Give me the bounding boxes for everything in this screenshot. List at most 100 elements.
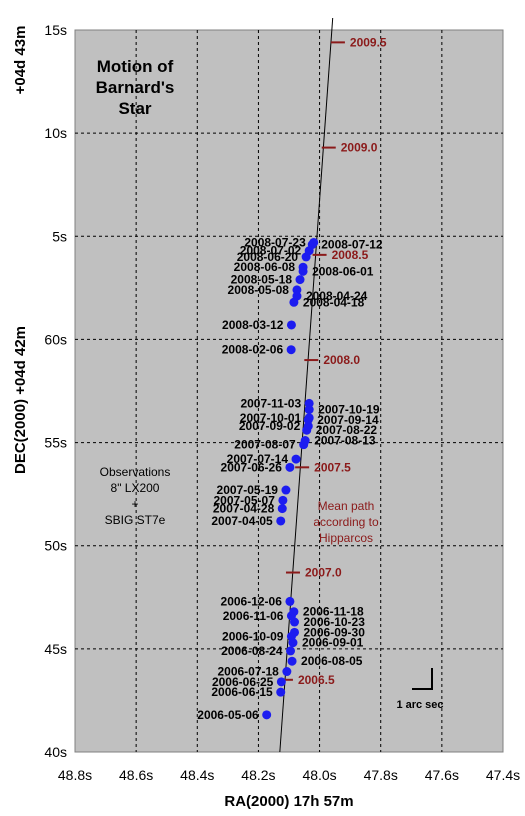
- observation-date-label: 2006-08-24: [221, 644, 283, 658]
- observation-point: [292, 291, 302, 301]
- obs-note-line-1: Observations: [100, 465, 171, 479]
- observation-point: [278, 495, 288, 505]
- observation-point: [304, 413, 314, 423]
- observation-date-label: 2006-11-06: [223, 609, 284, 623]
- epoch-label: 2008.0: [323, 353, 360, 367]
- observation-date-label: 2008-04-24: [306, 289, 368, 303]
- observation-date-label: 2008-04-18: [303, 295, 365, 309]
- observation-date-label: 2006-11-18: [303, 605, 364, 619]
- observation-date-label: 2008-07-23: [244, 235, 306, 249]
- x-tick-label: 48.4s: [180, 767, 214, 783]
- observation-date-label: 2008-06-08: [234, 260, 296, 274]
- y-tick-label: 60s: [44, 331, 67, 347]
- observation-date-label: 2007-05-07: [213, 493, 275, 507]
- observation-point: [285, 462, 295, 472]
- observation-date-label: 2006-10-09: [222, 629, 284, 643]
- scale-bar-icon: [412, 668, 433, 690]
- observation-date-label: 2006-06-25: [212, 675, 274, 689]
- epoch-label: 2007.0: [305, 566, 342, 580]
- observation-point: [304, 405, 314, 415]
- observation-date-label: 2007-04-05: [211, 514, 273, 528]
- observation-date-label: 2007-08-13: [314, 434, 376, 448]
- epoch-label: 2008.5: [332, 248, 369, 262]
- x-tick-label: 48.6s: [119, 767, 153, 783]
- observation-date-label: 2006-10-23: [304, 615, 366, 629]
- observation-date-label: 2007-10-01: [240, 411, 302, 425]
- observation-point: [298, 262, 308, 272]
- hipparcos-path: [279, 17, 334, 753]
- observation-point: [300, 436, 310, 446]
- observation-date-label: 2007-11-03: [240, 396, 301, 410]
- observation-date-label: 2006-07-18: [217, 665, 279, 679]
- y-tick-label: 5s: [52, 228, 67, 244]
- y-tick-label: 50s: [44, 538, 67, 554]
- observation-date-label: 2006-05-06: [197, 708, 259, 722]
- observation-labels: 2006-05-06 2006-06-152006-06-252006-07-18…: [197, 235, 383, 721]
- observation-date-label: 2007-05-19: [217, 483, 279, 497]
- grid-lines: [75, 30, 503, 752]
- observation-point: [286, 631, 296, 641]
- observation-point: [286, 320, 296, 330]
- observation-date-label: 2008-05-08: [228, 283, 290, 297]
- observation-point: [282, 667, 292, 677]
- epoch-label: 2009.0: [341, 141, 378, 155]
- observation-date-label: 2008-05-18: [231, 273, 293, 287]
- path-note-line-2: according to: [313, 515, 379, 529]
- y-axis-label: DEC(2000) +04d 42m: [12, 326, 29, 474]
- obs-note-line-3: +: [131, 497, 138, 511]
- observation-point: [292, 285, 302, 295]
- title-line-3: Star: [118, 99, 151, 118]
- x-tick-label: 48.2s: [241, 767, 275, 783]
- observation-point: [289, 607, 299, 617]
- hipparcos-note: Mean path according to Hipparcos: [313, 499, 379, 545]
- observation-date-label: 2007-09-14: [317, 413, 379, 427]
- plot-area: [74, 29, 504, 753]
- observation-date-label: 2006-12-06: [221, 594, 283, 608]
- y-top-label: +04d 43m: [12, 26, 29, 95]
- observation-date-label: 2008-03-12: [222, 318, 284, 332]
- path-note-line-1: Mean path: [318, 499, 375, 513]
- observation-point: [286, 345, 296, 355]
- scale-bar: 1 arc sec: [396, 668, 444, 711]
- y-tick-label: 55s: [44, 435, 67, 451]
- observation-date-label: 2006-09-01: [302, 636, 364, 650]
- epoch-label: 2007.5: [314, 460, 351, 474]
- x-tick-label: 47.4s: [486, 767, 520, 783]
- y-tick-label: 40s: [44, 744, 67, 760]
- observation-point: [303, 421, 313, 431]
- observation-date-label: 2008-06-01: [312, 264, 374, 278]
- observation-point: [285, 596, 295, 606]
- observation-date-label: 2006-08-05: [301, 654, 363, 668]
- y-tick-labels: 40s 45s 50s 55s 60s 5s 10s 15s: [44, 22, 67, 760]
- x-tick-label: 48.0s: [302, 767, 336, 783]
- x-tick-label: 48.8s: [58, 767, 92, 783]
- observation-point: [276, 516, 286, 526]
- x-tick-labels: 48.8s 48.6s 48.4s 48.2s 48.0s 47.8s 47.6s 47.4s: [58, 767, 520, 783]
- observation-date-label: 2007-08-07: [234, 438, 296, 452]
- obs-note-line-2: 8" LX200: [111, 481, 160, 495]
- epoch-label: 2006.5: [298, 673, 335, 687]
- epoch-markers: 2006.5 2007.0 2007.5 2008.0 2008.5 2009.0 2009…: [278, 35, 387, 687]
- observation-date-label: 2008-02-06: [222, 343, 284, 357]
- observation-date-label: 2006-09-30: [304, 625, 366, 639]
- x-tick-label: 47.8s: [364, 767, 398, 783]
- hipparcos-path-line: [279, 17, 334, 753]
- y-tick-label: 45s: [44, 641, 67, 657]
- observation-point: [262, 710, 272, 720]
- observation-date-label: 2007-07-14: [227, 452, 289, 466]
- observation-point: [277, 504, 287, 514]
- observation-point: [281, 485, 291, 495]
- observation-point: [309, 237, 319, 247]
- observation-point: [276, 677, 286, 687]
- chart-title: Motion of Barnard's Star: [96, 57, 175, 118]
- scale-label: 1 arc sec: [396, 699, 443, 711]
- observation-date-label: 2006-06-15: [211, 685, 273, 699]
- observation-date-label: 2008-06-20: [237, 250, 299, 264]
- observations-note: Observations 8" LX200 + SBIG ST7e: [100, 465, 171, 527]
- obs-note-line-4: SBIG ST7e: [105, 513, 166, 527]
- observation-date-label: 2007-10-19: [318, 403, 380, 417]
- path-note-line-3: Hipparcos: [319, 531, 373, 545]
- observation-point: [304, 398, 314, 408]
- observation-point: [291, 454, 301, 464]
